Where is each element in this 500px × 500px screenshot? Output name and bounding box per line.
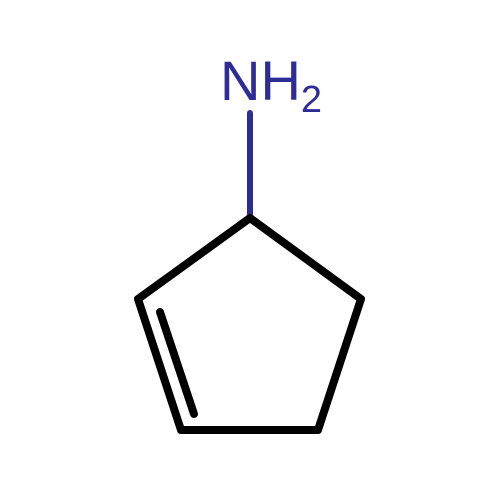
amine-label: NH2 bbox=[220, 48, 322, 114]
hydrogen-symbol: H bbox=[260, 49, 300, 112]
hydrogen-subscript: 2 bbox=[301, 79, 322, 121]
nitrogen-symbol: N bbox=[220, 49, 260, 112]
cyclopentene-ring bbox=[138, 218, 361, 430]
double-bond-inner bbox=[160, 312, 194, 414]
